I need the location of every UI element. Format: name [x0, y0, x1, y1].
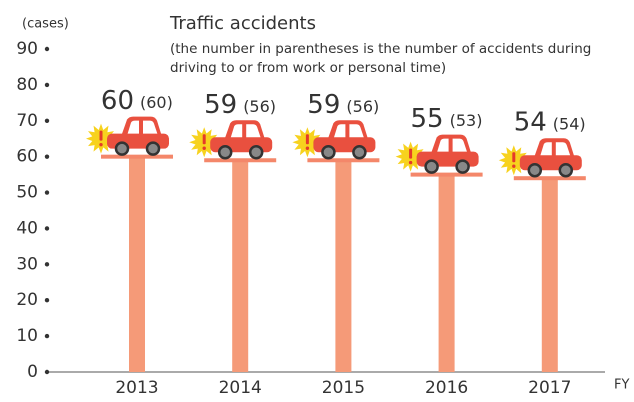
car-icon: [292, 120, 376, 160]
y-tick-mark: [44, 190, 50, 195]
bar: [541, 178, 558, 372]
y-tick-mark: [44, 369, 50, 375]
y-tick-label: 50: [16, 183, 38, 203]
y-tick-mark: [44, 46, 50, 52]
car-wheel: [114, 141, 130, 156]
x-tick-label: 2013: [115, 378, 158, 398]
burst-mark: [408, 160, 413, 165]
car-icon: [86, 116, 169, 156]
x-axis-label: FY: [614, 378, 629, 393]
y-tick-mark: [44, 226, 50, 231]
bar-platform: [101, 154, 173, 159]
burst-mark: [512, 164, 516, 168]
y-tick-mark: [44, 154, 50, 159]
car-wheel: [455, 159, 470, 174]
bar-platform: [204, 158, 277, 163]
burst-mark: [409, 148, 413, 159]
bar: [438, 174, 455, 372]
burst-mark: [305, 134, 309, 145]
y-tick-label: 0: [27, 362, 38, 382]
sub-value-label: (54): [553, 115, 586, 134]
burst-mark: [202, 146, 206, 150]
car-icon: [395, 134, 479, 174]
bar-platform: [410, 172, 483, 177]
burst-mark: [305, 146, 310, 150]
legend-label: Traffic accidents: [169, 13, 316, 34]
car-window: [333, 124, 365, 140]
bar-platform: [307, 158, 380, 163]
bar: [129, 156, 145, 372]
car-wheel: [217, 145, 233, 160]
car-icon: [498, 138, 582, 178]
y-tick-label: 20: [16, 290, 38, 310]
burst-mark: [202, 134, 206, 145]
value-label: 59: [204, 90, 237, 120]
x-tick-label: 2017: [528, 378, 571, 398]
car-window: [436, 138, 468, 154]
sub-value-label: (56): [346, 97, 379, 116]
bar-platform: [513, 176, 586, 181]
bar: [232, 160, 249, 372]
car-wheel: [424, 159, 439, 174]
y-tick-label: 80: [16, 75, 38, 95]
value-label: 54: [514, 108, 547, 138]
y-tick-label: 70: [16, 111, 38, 131]
car-wheel: [248, 145, 264, 160]
bar: [335, 160, 352, 372]
value-label: 59: [307, 90, 340, 120]
car-window: [539, 142, 571, 158]
car-wheel: [558, 162, 574, 178]
y-tick-mark: [44, 262, 50, 267]
x-tick-label: 2014: [219, 378, 262, 398]
car-window: [127, 120, 158, 136]
y-tick-mark: [44, 298, 50, 303]
car-wheel: [352, 145, 367, 160]
car-wheel: [145, 141, 161, 156]
y-tick-label: 60: [16, 147, 38, 167]
value-label: 60: [101, 86, 134, 116]
x-tick-label: 2015: [322, 378, 365, 398]
sub-value-label: (60): [140, 93, 173, 112]
car-window: [230, 124, 262, 140]
y-axis-label: (cases): [22, 17, 69, 32]
y-tick-label: 10: [16, 326, 38, 346]
sub-value-label: (53): [450, 111, 483, 130]
y-tick-mark: [44, 118, 50, 123]
y-tick-label: 40: [16, 218, 38, 238]
value-label: 55: [411, 104, 444, 134]
y-tick-label: 90: [16, 39, 38, 59]
car-wheel: [527, 162, 543, 178]
y-tick-mark: [44, 333, 50, 339]
legend-note: (the number in parentheses is the number…: [170, 41, 591, 57]
x-tick-label: 2016: [425, 378, 468, 398]
burst-mark: [99, 130, 103, 141]
car-icon: [189, 120, 273, 160]
y-tick-mark: [44, 82, 50, 88]
y-tick-label: 30: [16, 254, 38, 274]
sub-value-label: (56): [243, 97, 276, 116]
burst-mark: [99, 142, 103, 147]
car-wheel: [321, 145, 336, 160]
legend-note: driving to or from work or personal time…: [170, 60, 446, 76]
burst-mark: [512, 152, 516, 163]
